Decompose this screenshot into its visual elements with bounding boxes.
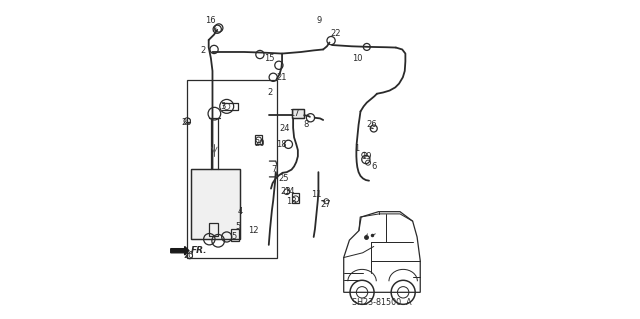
Text: 23: 23: [280, 187, 291, 196]
Text: 6: 6: [371, 162, 376, 171]
Text: 11: 11: [311, 190, 321, 199]
Text: 7: 7: [271, 165, 277, 174]
Text: 16: 16: [205, 16, 216, 25]
Text: 5: 5: [232, 233, 237, 241]
Text: 18: 18: [276, 140, 287, 149]
Text: 10: 10: [352, 54, 363, 63]
Text: 5: 5: [236, 222, 241, 231]
Text: 25: 25: [278, 174, 289, 183]
Text: 27: 27: [321, 200, 331, 209]
Text: 4: 4: [237, 207, 243, 216]
Text: 2: 2: [268, 88, 273, 97]
Text: 21: 21: [276, 73, 287, 82]
Text: 2: 2: [200, 46, 205, 55]
Bar: [187, 80, 277, 257]
Text: 22: 22: [330, 28, 340, 38]
Text: FR.: FR.: [191, 246, 207, 255]
Bar: [292, 193, 299, 203]
Text: 24: 24: [279, 124, 290, 133]
Text: 8: 8: [303, 120, 308, 129]
Text: 26: 26: [367, 120, 378, 129]
Text: 15: 15: [264, 54, 275, 63]
Text: SH23-81500  A: SH23-81500 A: [352, 298, 412, 307]
Bar: [255, 136, 262, 144]
Bar: [232, 229, 239, 241]
Text: 12: 12: [248, 226, 259, 235]
Bar: [292, 109, 304, 118]
Text: 14: 14: [284, 187, 294, 196]
Text: 17: 17: [289, 109, 300, 118]
Text: 9: 9: [317, 16, 322, 25]
Text: 20: 20: [184, 251, 194, 260]
Text: 1: 1: [354, 144, 359, 153]
Text: 20: 20: [255, 138, 265, 148]
Text: 3: 3: [220, 102, 225, 111]
Polygon shape: [171, 247, 189, 255]
Bar: [209, 223, 218, 236]
Bar: [191, 169, 240, 239]
Bar: [191, 169, 240, 239]
Text: 13: 13: [285, 197, 296, 206]
Text: 20: 20: [181, 118, 191, 127]
Text: 19: 19: [362, 152, 372, 161]
Bar: [292, 109, 304, 118]
